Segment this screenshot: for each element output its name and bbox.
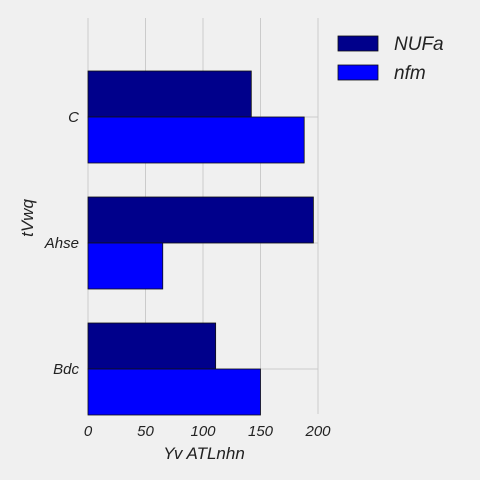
x-tick-label: 200 [304, 423, 331, 440]
bar-nufa-c [87, 70, 252, 118]
bars [87, 70, 314, 416]
legend-swatch-nfm [337, 64, 379, 81]
x-tick-label: 0 [84, 423, 93, 440]
bar-nufa-bdc [87, 322, 217, 370]
y-tick-label: C [68, 109, 79, 126]
x-tick-labels: 0 50 100 150 200 [84, 423, 331, 440]
bar-nfm-c [87, 116, 305, 164]
bar-nfm-bdc [87, 368, 261, 416]
legend-swatch-nufa [337, 35, 379, 52]
x-tick-label: 100 [190, 423, 216, 440]
x-tick-label: 50 [137, 423, 154, 440]
y-tick-label: Ahse [44, 235, 79, 252]
legend: NUFa nfm [337, 34, 444, 84]
y-tick-labels: C Ahse Bdc [44, 109, 80, 378]
x-tick-label: 150 [248, 423, 274, 440]
legend-label-nfm: nfm [394, 63, 426, 84]
bar-nfm-ahse [87, 242, 164, 290]
y-tick-label: Bdc [53, 361, 79, 378]
legend-label-nufa: NUFa [394, 34, 444, 55]
bar-nufa-ahse [87, 196, 314, 244]
x-axis-title: Yv ATLnhn [163, 444, 245, 463]
y-axis-title: tVwq [18, 199, 37, 237]
